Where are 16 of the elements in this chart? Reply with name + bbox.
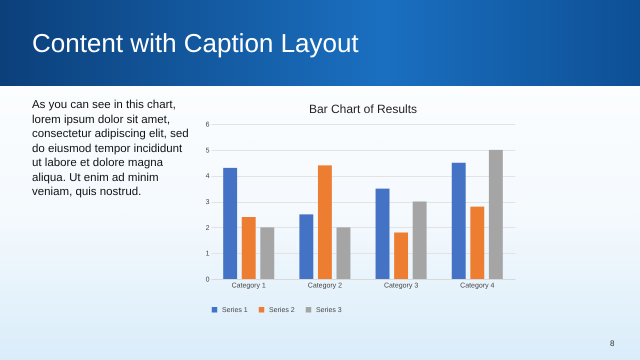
text: Content with Caption Layout (32, 28, 359, 59)
text: As you can see in this chart, lorem ipsum dolor sit amet, consectetur adipiscing elit, sed do eiusmod tempor incididunt ut labore et dolore magna aliqua. Ut enim ad minim veniam, quis nostrud. (32, 98, 190, 200)
text: 8 (610, 339, 614, 348)
bar (470, 206, 484, 279)
bar (223, 168, 238, 279)
bar (488, 150, 503, 279)
bar (260, 227, 274, 279)
bar (394, 232, 408, 279)
bar (318, 165, 332, 279)
bar (412, 202, 427, 279)
bar (376, 188, 390, 279)
bar (452, 162, 466, 279)
chart-title: Bar Chart of Results (308, 102, 418, 116)
bar (299, 214, 314, 279)
bar (336, 227, 350, 279)
bar (242, 217, 256, 279)
